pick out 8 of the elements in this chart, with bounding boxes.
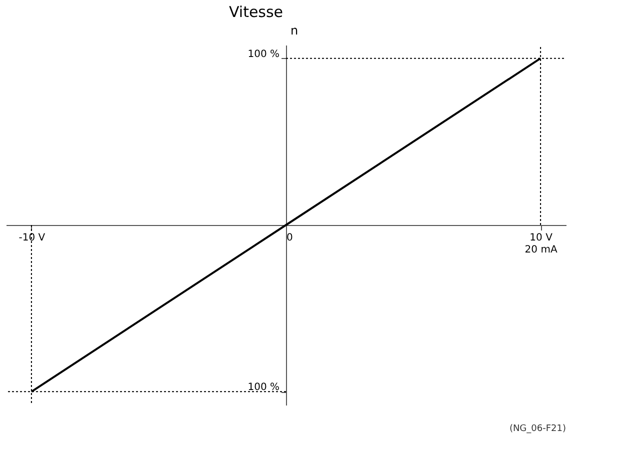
y-tick-label: 100 % <box>248 48 280 60</box>
y-axis-title: n <box>290 24 298 38</box>
x-tick-label: 0 <box>286 232 293 244</box>
x-tick-label: -10 V <box>18 232 46 244</box>
text: (NG_06-F21) <box>509 424 566 434</box>
x-tick-label: 10 V 20 mA <box>524 232 558 256</box>
y-tick-label: 100 % <box>248 382 280 394</box>
chart-title: Vitesse <box>228 3 284 21</box>
